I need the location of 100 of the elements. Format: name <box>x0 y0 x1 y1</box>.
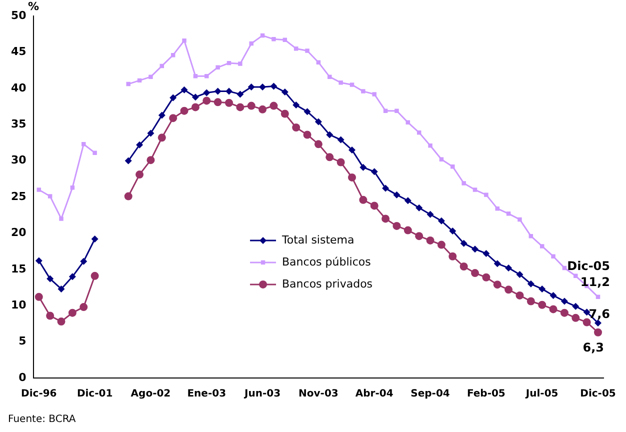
x-tick-label: Dic-96 <box>21 388 57 400</box>
point <box>428 143 432 148</box>
y-tick-label: 5 <box>18 334 26 348</box>
point <box>270 102 278 110</box>
point <box>450 164 455 169</box>
point <box>216 65 220 70</box>
annotation: Dic-05 <box>567 259 610 274</box>
point <box>46 275 54 282</box>
point <box>35 257 42 264</box>
point <box>526 297 535 306</box>
point <box>394 108 399 113</box>
point <box>225 88 232 95</box>
point <box>80 258 88 265</box>
point <box>560 298 568 305</box>
point <box>326 131 334 138</box>
point <box>46 312 54 320</box>
point <box>304 108 311 116</box>
y-tick-label: 35 <box>10 117 26 130</box>
point <box>471 269 479 278</box>
point <box>272 37 276 42</box>
point <box>68 273 76 280</box>
point <box>158 112 166 119</box>
point <box>58 285 65 292</box>
point <box>34 292 43 301</box>
point <box>270 82 278 90</box>
point <box>516 291 524 300</box>
y-tick-label: 20 <box>10 226 27 240</box>
y-tick-label: 30 <box>10 154 27 167</box>
point <box>258 105 267 114</box>
point <box>236 103 244 112</box>
x-tick-label: Jun-03 <box>244 388 281 400</box>
point <box>494 260 501 268</box>
point <box>518 217 522 222</box>
point <box>348 173 356 182</box>
point <box>214 88 222 95</box>
point <box>382 184 390 192</box>
x-tick-label: Ene-03 <box>187 388 226 400</box>
data-label: 11,2 <box>580 275 610 290</box>
point <box>148 74 153 79</box>
point <box>336 158 345 166</box>
y-tick-label: 0 <box>18 370 27 384</box>
point <box>495 206 500 211</box>
point <box>136 141 144 148</box>
x-tick-label: Jul-05 <box>524 388 558 400</box>
y-axis-title: % <box>28 0 40 13</box>
point <box>482 273 490 282</box>
legend-label: Total sistema <box>281 233 354 246</box>
point <box>292 123 300 132</box>
point <box>124 192 132 200</box>
point <box>314 118 322 126</box>
point <box>91 235 98 242</box>
point <box>404 197 412 204</box>
point <box>224 98 233 107</box>
x-tick-label: Sep-04 <box>410 388 450 400</box>
point <box>316 60 321 64</box>
point <box>158 134 166 142</box>
point <box>493 280 502 289</box>
point <box>504 286 513 294</box>
point <box>350 82 354 87</box>
legend-label: Bancos privados <box>282 277 373 290</box>
point <box>68 308 76 317</box>
point <box>236 90 244 98</box>
point <box>203 89 210 96</box>
data-label: 7,6 <box>588 307 610 322</box>
point <box>314 140 322 148</box>
point <box>238 62 242 66</box>
point <box>560 308 568 317</box>
x-tick-label: Nov-03 <box>298 388 338 400</box>
point <box>538 300 546 309</box>
point <box>382 214 390 223</box>
point <box>437 240 446 249</box>
legend-label: Bancos públicos <box>282 255 372 268</box>
point <box>462 181 466 186</box>
point <box>57 318 66 326</box>
point <box>572 302 580 310</box>
point <box>574 274 578 278</box>
point <box>404 226 412 234</box>
y-tick-label: 25 <box>10 190 26 203</box>
point <box>361 89 366 94</box>
x-tick-label: Dic-01 <box>76 388 113 400</box>
point <box>248 83 255 90</box>
point <box>549 305 558 314</box>
point <box>415 232 424 240</box>
point <box>214 98 222 106</box>
source-note: Fuente: BCRA <box>8 414 76 425</box>
point <box>202 96 211 105</box>
point <box>326 153 334 162</box>
point <box>169 114 178 122</box>
point <box>90 272 99 280</box>
point <box>416 204 423 212</box>
point <box>540 244 544 248</box>
point <box>80 303 88 312</box>
point <box>82 142 86 146</box>
point <box>370 202 378 210</box>
point <box>59 216 64 221</box>
y-tick-label: 45 <box>10 45 26 58</box>
point <box>460 262 468 271</box>
data-label: 6,3 <box>582 340 604 355</box>
point <box>48 194 52 198</box>
point <box>170 94 177 102</box>
